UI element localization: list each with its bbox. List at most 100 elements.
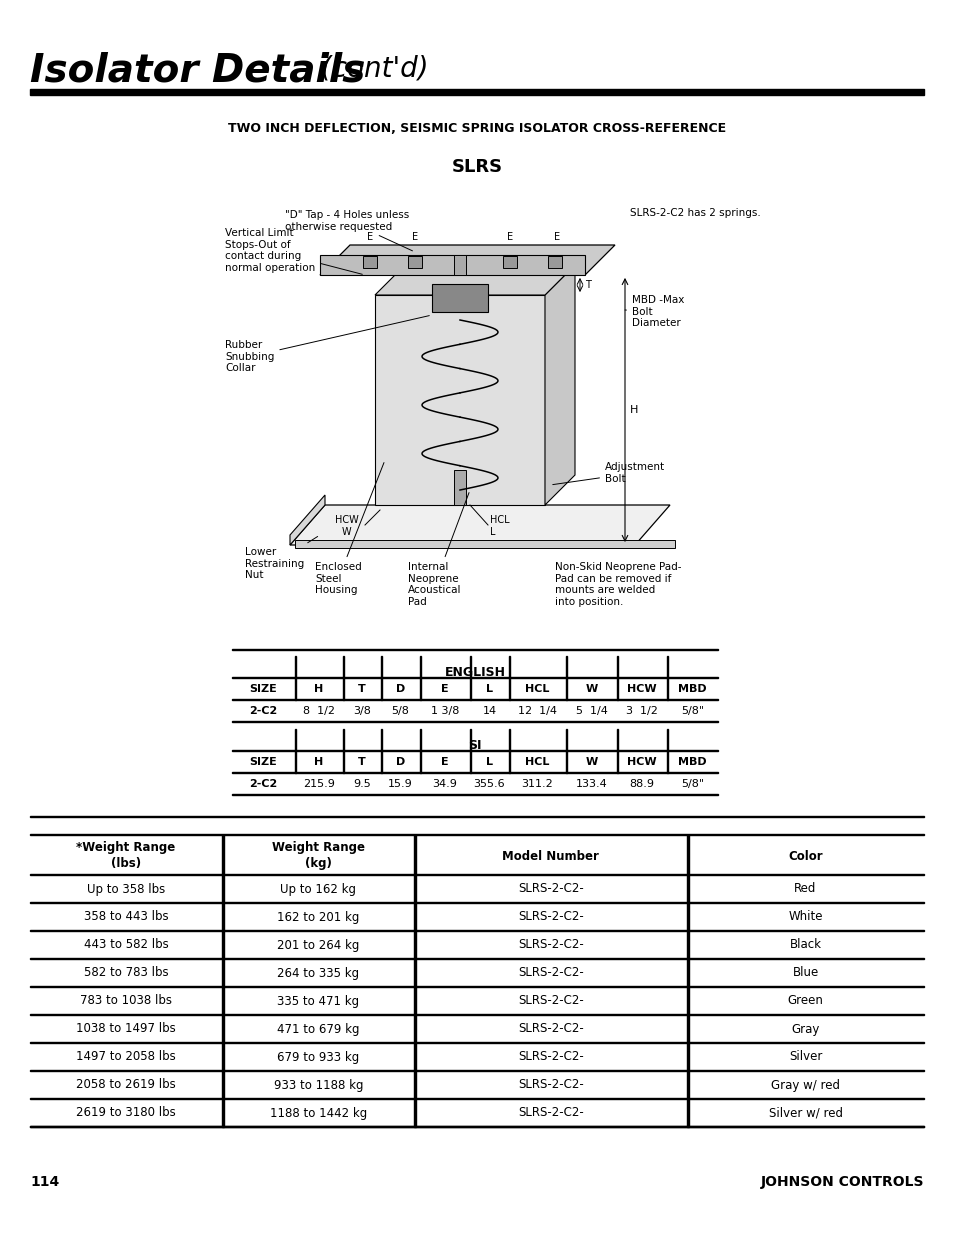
Bar <box>414 960 416 987</box>
Text: Gray w/ red: Gray w/ red <box>770 1078 840 1092</box>
Text: H: H <box>314 757 323 767</box>
Bar <box>454 471 465 505</box>
Text: SLRS-2-C2-: SLRS-2-C2- <box>517 1023 583 1035</box>
Text: D: D <box>395 757 405 767</box>
Text: JOHNSON CONTROLS: JOHNSON CONTROLS <box>760 1174 923 1189</box>
Bar <box>381 678 382 700</box>
Text: Weight Range
(kg): Weight Range (kg) <box>272 841 364 871</box>
Text: Green: Green <box>787 994 822 1008</box>
Bar <box>232 772 718 773</box>
Text: Silver: Silver <box>788 1051 821 1063</box>
Text: 3/8: 3/8 <box>353 706 371 716</box>
Text: SLRS-2-C2-: SLRS-2-C2- <box>517 910 583 924</box>
Text: E: E <box>367 232 373 242</box>
Bar <box>342 656 343 678</box>
Bar <box>686 987 688 1015</box>
Text: MBD: MBD <box>678 684 706 694</box>
Text: SI: SI <box>468 739 481 752</box>
Text: H: H <box>314 684 323 694</box>
Bar <box>30 834 923 835</box>
Text: 1497 to 2058 lbs: 1497 to 2058 lbs <box>76 1051 175 1063</box>
Bar <box>342 678 343 700</box>
Text: SLRS-2-C2-: SLRS-2-C2- <box>517 994 583 1008</box>
Bar <box>232 750 718 751</box>
Text: Lower
Restraining
Nut: Lower Restraining Nut <box>245 536 317 580</box>
Bar <box>381 751 382 773</box>
Bar <box>294 540 675 548</box>
Bar <box>294 729 295 751</box>
Text: 679 to 933 kg: 679 to 933 kg <box>277 1051 359 1063</box>
Text: L: L <box>490 527 495 537</box>
Bar <box>30 89 923 95</box>
Text: 335 to 471 kg: 335 to 471 kg <box>277 994 359 1008</box>
Bar <box>381 656 382 678</box>
Bar <box>566 678 567 700</box>
Text: 1 3/8: 1 3/8 <box>431 706 458 716</box>
Text: 264 to 335 kg: 264 to 335 kg <box>277 967 359 979</box>
Bar <box>470 751 471 773</box>
Text: L: L <box>485 757 493 767</box>
Text: T: T <box>584 280 590 290</box>
Text: 5/8": 5/8" <box>680 706 703 716</box>
Text: L: L <box>485 684 493 694</box>
Text: HCW: HCW <box>627 684 657 694</box>
Text: Adjustment
Bolt: Adjustment Bolt <box>552 462 664 484</box>
Bar <box>342 751 343 773</box>
Bar <box>419 751 420 773</box>
Bar <box>414 835 416 876</box>
Text: HCL: HCL <box>490 515 509 525</box>
Text: MBD: MBD <box>678 757 706 767</box>
Text: HCW: HCW <box>335 515 358 525</box>
Text: 114: 114 <box>30 1174 59 1189</box>
Bar <box>508 751 509 773</box>
Text: SLRS-2-C2 has 2 springs.: SLRS-2-C2 has 2 springs. <box>629 207 760 219</box>
Text: Blue: Blue <box>792 967 818 979</box>
Text: Up to 358 lbs: Up to 358 lbs <box>87 883 165 895</box>
Text: 358 to 443 lbs: 358 to 443 lbs <box>84 910 169 924</box>
Text: SIZE: SIZE <box>249 757 277 767</box>
Text: Isolator Details: Isolator Details <box>30 52 365 90</box>
Text: White: White <box>787 910 821 924</box>
Bar <box>222 931 223 960</box>
Text: Color: Color <box>787 850 822 862</box>
Polygon shape <box>544 266 575 505</box>
Text: 2619 to 3180 lbs: 2619 to 3180 lbs <box>76 1107 175 1119</box>
Bar <box>419 656 420 678</box>
Text: MBD -Max
Bolt
Diameter: MBD -Max Bolt Diameter <box>624 295 683 329</box>
Text: Rubber
Snubbing
Collar: Rubber Snubbing Collar <box>225 316 429 373</box>
Text: 12  1/4: 12 1/4 <box>517 706 557 716</box>
Bar <box>222 903 223 931</box>
Bar <box>470 678 471 700</box>
Bar <box>414 987 416 1015</box>
Bar <box>414 1044 416 1071</box>
Bar <box>294 678 295 700</box>
Text: 162 to 201 kg: 162 to 201 kg <box>276 910 359 924</box>
Bar <box>686 960 688 987</box>
Bar <box>232 677 718 678</box>
Text: 201 to 264 kg: 201 to 264 kg <box>276 939 359 951</box>
Polygon shape <box>290 495 325 545</box>
Text: HCW: HCW <box>627 757 657 767</box>
Text: D: D <box>395 684 405 694</box>
Text: "D" Tap - 4 Holes unless
otherwise requested: "D" Tap - 4 Holes unless otherwise reque… <box>285 210 412 251</box>
Text: HCL: HCL <box>525 684 549 694</box>
Bar <box>667 656 668 678</box>
Bar <box>419 729 420 751</box>
Bar <box>686 1015 688 1044</box>
Text: SLRS-2-C2-: SLRS-2-C2- <box>517 883 583 895</box>
Text: Red: Red <box>794 883 816 895</box>
Text: 5/8": 5/8" <box>680 779 703 789</box>
Bar <box>470 729 471 751</box>
Bar <box>232 794 718 795</box>
Bar <box>414 876 416 903</box>
Bar <box>414 903 416 931</box>
Text: Silver w/ red: Silver w/ red <box>768 1107 841 1119</box>
Text: SLRS: SLRS <box>451 158 502 177</box>
Text: 2058 to 2619 lbs: 2058 to 2619 lbs <box>76 1078 175 1092</box>
Text: SLRS-2-C2-: SLRS-2-C2- <box>517 939 583 951</box>
Text: Black: Black <box>789 939 821 951</box>
Bar <box>414 931 416 960</box>
Text: 311.2: 311.2 <box>521 779 553 789</box>
Bar <box>566 656 567 678</box>
Text: 215.9: 215.9 <box>302 779 335 789</box>
